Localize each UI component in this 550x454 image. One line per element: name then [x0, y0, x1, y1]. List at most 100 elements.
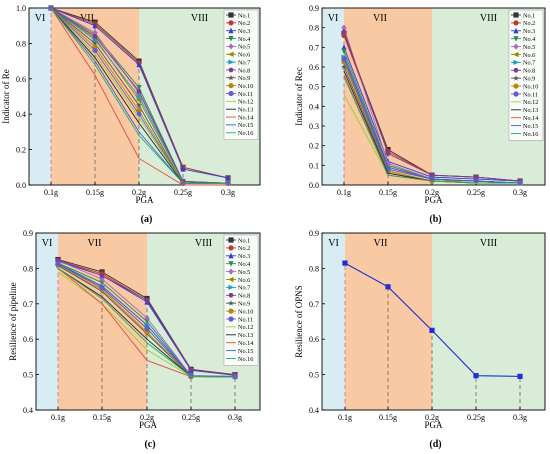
legend-marker: [228, 12, 234, 18]
series-opns: [342, 260, 523, 379]
region-band-vi: [322, 8, 344, 185]
region-band-vii: [345, 233, 432, 410]
legend-marker: [512, 51, 519, 58]
series-no16: [57, 268, 236, 378]
data-point: [135, 102, 143, 108]
legend: No.1No.2No.3No.4No.5No.6No.7No.8No.9No.1…: [223, 234, 259, 366]
legend-entry: No.15: [523, 123, 538, 130]
legend-marker: [513, 43, 519, 50]
y-tick-label: 0.4: [16, 110, 26, 119]
legend-entry: No.14: [238, 114, 253, 121]
legend-entry: No.6: [238, 277, 250, 284]
region-label: VIII: [480, 13, 497, 24]
data-point: [144, 325, 150, 332]
legend-entry: No.9: [523, 76, 535, 83]
legend-marker: [228, 268, 234, 275]
legend-marker: [227, 276, 234, 283]
x-tick-label: 0.25g: [467, 188, 485, 197]
legend-entry: No.5: [523, 44, 535, 51]
legend-marker: [227, 74, 235, 81]
legend-marker: [228, 90, 234, 97]
x-tick-label: 0.15g: [379, 413, 397, 422]
series-no16: [50, 7, 228, 184]
x-tick-label: 0.3g: [513, 413, 527, 422]
region-label: VII: [373, 13, 387, 24]
x-tick-label: 0.1g: [51, 413, 65, 422]
data-point: [341, 44, 347, 50]
data-point: [92, 22, 98, 29]
legend-entry: No.12: [238, 99, 253, 106]
legend-marker: [228, 83, 234, 89]
series-no15: [343, 55, 521, 184]
legend-marker: [228, 35, 234, 42]
y-tick-label: 0.3: [309, 122, 319, 131]
legend-marker: [228, 20, 234, 26]
y-tick-label: 0.7: [309, 43, 319, 52]
y-tick-label: 0.6: [309, 63, 319, 72]
series-no14: [50, 7, 228, 186]
region-band-viii: [432, 233, 545, 410]
x-tick-label: 0.15g: [93, 413, 111, 422]
data-point: [99, 285, 105, 291]
legend-marker: [228, 293, 234, 298]
legend-marker: [513, 36, 519, 42]
data-point: [99, 273, 105, 278]
data-point: [91, 40, 99, 46]
legend-entry: No.1: [238, 237, 250, 244]
data-point: [341, 29, 347, 34]
region-label: VII: [88, 238, 102, 249]
data-point: [225, 174, 231, 181]
legend-entry: No.10: [238, 83, 253, 90]
y-tick-label: 0.4: [23, 406, 33, 415]
y-axis-label: Resilience of OPNS: [294, 285, 304, 358]
legend-marker: [513, 59, 520, 65]
region-band-vii: [58, 233, 147, 410]
y-tick-label: 0.2: [16, 146, 26, 155]
data-point: [342, 260, 348, 266]
data-point: [99, 275, 105, 283]
data-point: [517, 373, 523, 379]
y-tick-label: 0.0: [309, 181, 319, 190]
y-tick-label: 0.5: [309, 83, 319, 92]
region-label: VIII: [195, 238, 212, 249]
y-tick-label: 0.4: [309, 102, 319, 111]
chart-panel-d: VI VII VIII 0.4 0.5 0.6 0.7 0.8 0.9 0.1g 0.15g 0.2g…: [294, 229, 546, 450]
data-point: [341, 24, 347, 31]
y-tick-label: 0.9: [309, 4, 319, 13]
panel-label: (a): [141, 214, 153, 225]
legend-entry: No.2: [238, 245, 250, 252]
data-point: [99, 279, 105, 286]
region-label: VIII: [480, 238, 497, 249]
data-point: [136, 111, 142, 117]
chart-panel-a: VI VII VIII 0.0 0.2 0.4 0.6 0.8 1.0 0.1g 0.15g 0.2g…: [1, 4, 261, 225]
x-tick-label: 0.3g: [228, 413, 242, 422]
x-tick-label: 0.2g: [140, 413, 154, 422]
y-tick-label: 0.6: [23, 335, 33, 344]
legend-entry: No.5: [238, 269, 250, 276]
region-label: VI: [35, 13, 46, 24]
x-tick-label: 0.25g: [467, 413, 485, 422]
region-label: VI: [328, 238, 339, 249]
panel-label: (d): [429, 439, 441, 450]
series-no8: [55, 258, 238, 378]
data-point: [144, 314, 150, 322]
data-point: [341, 48, 347, 55]
data-point: [136, 85, 142, 91]
legend-entry: No.12: [238, 324, 253, 331]
x-tick-label: 0.1g: [337, 188, 351, 197]
legend-entry: No.1: [523, 12, 535, 19]
x-tick-label: 0.25g: [174, 188, 192, 197]
legend-entry: No.16: [238, 356, 253, 363]
legend-entry: No.11: [238, 316, 253, 323]
y-tick-label: 0.2: [309, 142, 319, 151]
legend-entry: No.8: [238, 293, 250, 300]
legend-marker: [513, 68, 519, 73]
y-tick-label: 0.6: [16, 75, 26, 84]
legend-entry: No.4: [238, 261, 250, 268]
region-label: VIII: [191, 13, 208, 24]
data-point: [92, 47, 98, 54]
panel-label: (b): [429, 214, 441, 225]
region-band-vi: [36, 233, 58, 410]
legend-entry: No.12: [523, 99, 538, 106]
x-axis-label: PGA: [424, 195, 443, 205]
